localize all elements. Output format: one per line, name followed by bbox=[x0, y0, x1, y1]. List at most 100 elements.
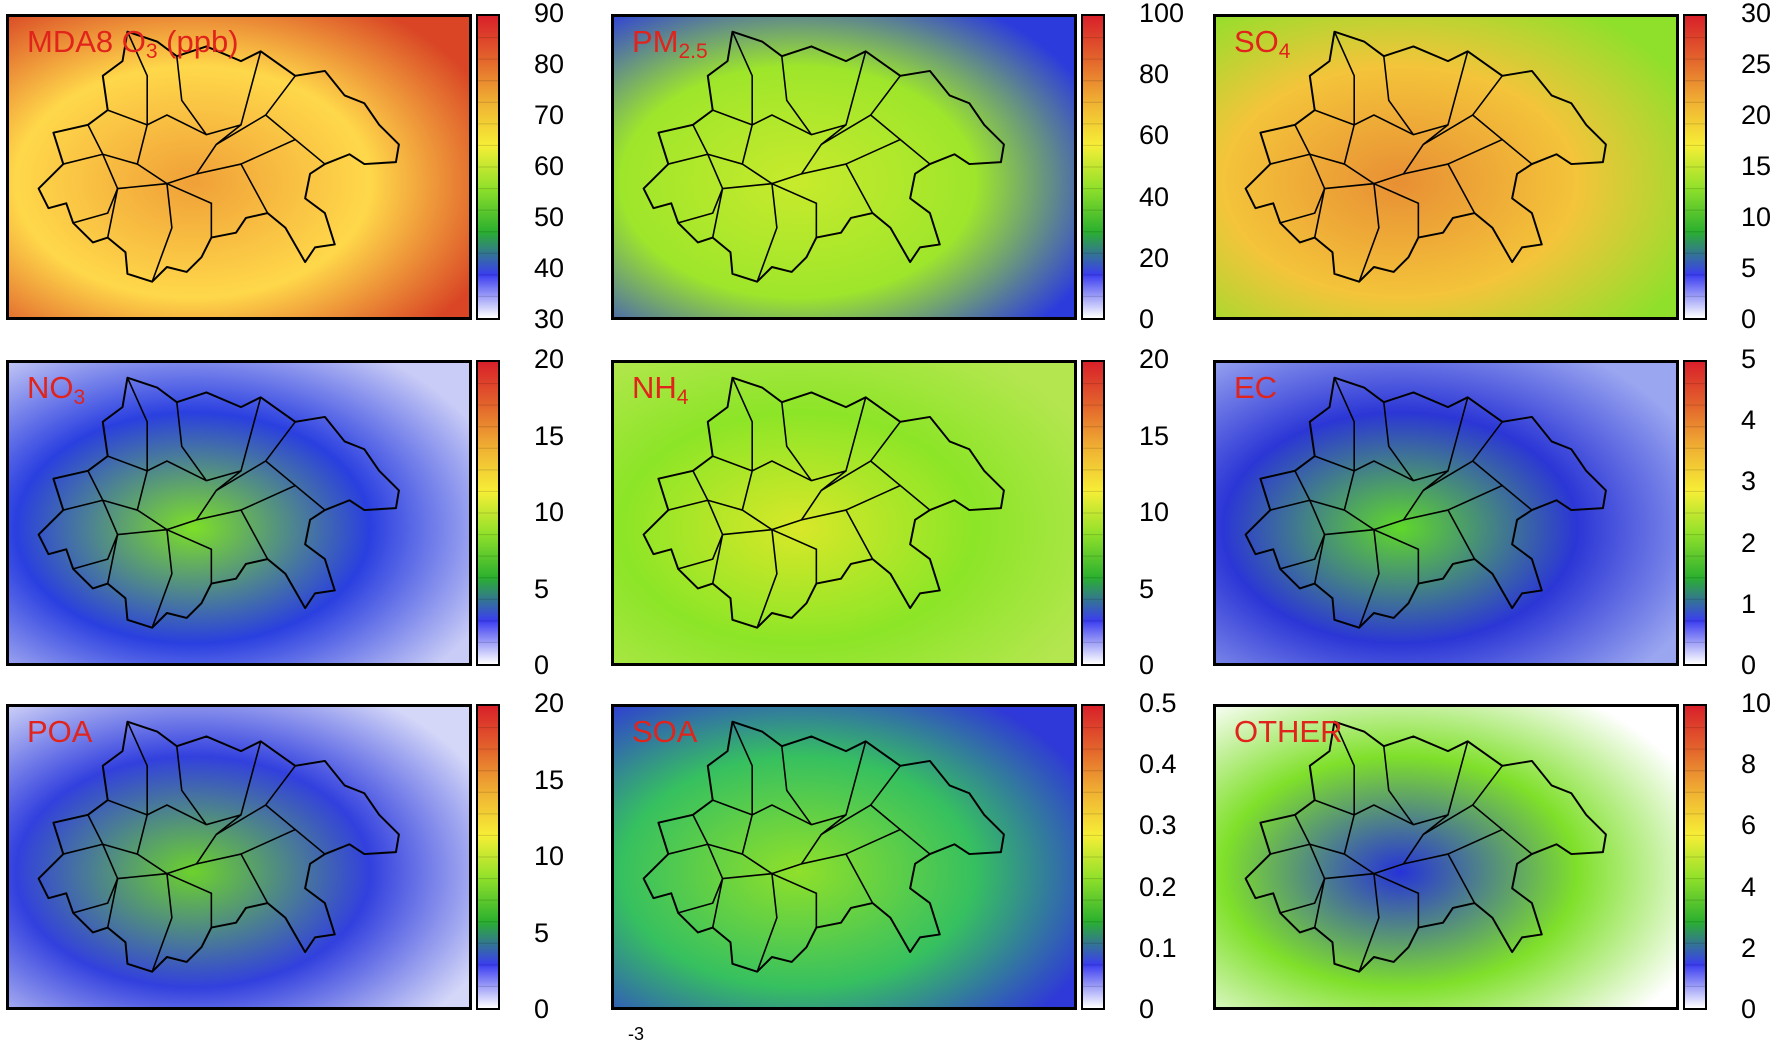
colorbar-tick-label: 80 bbox=[534, 49, 565, 79]
colorbar-tick-label: 15 bbox=[534, 420, 565, 451]
colorbar-tick-label: 20 bbox=[1139, 344, 1170, 374]
colorbar-gradient bbox=[1083, 706, 1103, 1008]
district-boundary bbox=[781, 56, 813, 136]
colorbar-gradient bbox=[1685, 706, 1705, 1008]
colorbar-tick-label: 70 bbox=[534, 100, 565, 130]
colorbar-tick-label: 2 bbox=[1741, 932, 1757, 963]
district-boundary bbox=[1447, 138, 1533, 165]
colorbar-gradient bbox=[478, 362, 498, 664]
district-boundary bbox=[771, 182, 818, 238]
district-boundary bbox=[1472, 804, 1503, 831]
colorbar-svg bbox=[478, 362, 498, 664]
map-panel-soa: SOA bbox=[611, 704, 1077, 1010]
district-boundary bbox=[1270, 499, 1326, 584]
colorbar-soa bbox=[1081, 704, 1105, 1010]
district-boundary bbox=[72, 534, 119, 570]
colorbar-tick-label: 4 bbox=[1741, 871, 1757, 902]
concentration-field bbox=[1216, 363, 1676, 663]
colorbar-tick-label: 10 bbox=[534, 841, 565, 871]
district-boundary bbox=[1472, 460, 1503, 487]
colorbar-tick-label: 0 bbox=[534, 650, 550, 680]
colorbar-tick-label: 30 bbox=[534, 304, 565, 334]
colorbar-tick-label: 90 bbox=[534, 0, 565, 28]
district-boundary bbox=[176, 746, 208, 826]
district-boundary bbox=[166, 528, 213, 584]
colorbar-tick-label: 5 bbox=[534, 573, 550, 604]
colorbar-tick-label: 20 bbox=[1139, 242, 1170, 273]
concentration-field bbox=[614, 707, 1074, 1007]
colorbar-tick-label: 20 bbox=[534, 688, 565, 718]
map-poa bbox=[9, 707, 469, 1007]
colorbar-tick-label: 5 bbox=[534, 917, 550, 948]
district-boundary bbox=[722, 182, 778, 282]
district-boundary bbox=[845, 484, 931, 511]
colorbar-tick-label: 0 bbox=[1741, 650, 1757, 680]
district-boundary bbox=[1383, 746, 1415, 826]
map-panel-other: OTHER bbox=[1213, 704, 1679, 1010]
district-boundary bbox=[63, 499, 119, 584]
panel-label-no3: NO3 bbox=[27, 369, 85, 410]
district-boundary bbox=[820, 765, 901, 836]
map-nh4 bbox=[614, 363, 1074, 663]
district-boundary bbox=[781, 402, 813, 482]
panel-label-pm25: PM2.5 bbox=[632, 23, 708, 64]
district-boundary bbox=[1270, 153, 1326, 238]
colorbar-tick-label: 25 bbox=[1741, 49, 1772, 79]
colorbar-tick-label: 20 bbox=[1741, 100, 1772, 130]
district-boundary bbox=[1333, 31, 1355, 125]
colorbar-ec bbox=[1683, 360, 1707, 666]
region-outline bbox=[1244, 376, 1607, 629]
label-subscript: 3 bbox=[73, 386, 86, 409]
district-boundary bbox=[870, 114, 901, 141]
colorbar-tick-label: 30 bbox=[1741, 0, 1772, 28]
map-panel-no3: NO3 bbox=[6, 360, 472, 666]
colorbar-tick-label: 8 bbox=[1741, 749, 1757, 780]
district-boundary bbox=[771, 872, 818, 928]
colorbar-tick-label: 0 bbox=[1139, 304, 1155, 334]
district-boundary bbox=[1422, 421, 1503, 492]
district-boundary bbox=[1314, 397, 1469, 482]
panel-label-o3: MDA8 O3 (ppb) bbox=[27, 23, 239, 64]
district-boundary bbox=[117, 872, 173, 972]
panel-label-so4: SO4 bbox=[1234, 23, 1290, 64]
district-boundary bbox=[1403, 509, 1476, 560]
concentration-field bbox=[9, 17, 469, 317]
colorbar-svg bbox=[1083, 362, 1103, 664]
colorbar-svg bbox=[1083, 706, 1103, 1008]
colorbar-svg bbox=[1685, 16, 1705, 318]
footnote-superscript: -3 bbox=[628, 1024, 645, 1044]
district-boundary bbox=[240, 138, 326, 165]
map-o3 bbox=[9, 17, 469, 317]
label-text: SOA bbox=[632, 714, 698, 749]
region-outline bbox=[1244, 30, 1607, 283]
district-boundary bbox=[126, 31, 148, 125]
map-soa bbox=[614, 707, 1074, 1007]
colorbar-tick-label: 100 bbox=[1139, 0, 1185, 28]
colorbar-tick-label: 0.5 bbox=[1139, 688, 1177, 718]
colorbar-gradient bbox=[1083, 16, 1103, 318]
district-boundary bbox=[845, 138, 931, 165]
colorbar-tick-label: 10 bbox=[534, 497, 565, 527]
colorbar-o3 bbox=[476, 14, 500, 320]
colorbar-svg bbox=[478, 706, 498, 1008]
map-panel-nh4: NH4 bbox=[611, 360, 1077, 666]
colorbar-tick-label: 0 bbox=[534, 994, 550, 1024]
map-no3 bbox=[9, 363, 469, 663]
map-panel-pm25: PM2.5 bbox=[611, 14, 1077, 320]
district-boundary bbox=[801, 509, 874, 560]
district-boundary bbox=[63, 153, 119, 238]
colorbar-tick-label: 60 bbox=[1139, 120, 1170, 151]
colorbar-svg bbox=[1685, 706, 1705, 1008]
district-boundary bbox=[722, 528, 778, 628]
district-boundary bbox=[176, 56, 208, 136]
district-boundary bbox=[1324, 872, 1380, 972]
district-boundary bbox=[668, 843, 724, 928]
label-text: PM bbox=[632, 24, 679, 59]
colorbar-tick-label: 0.1 bbox=[1139, 932, 1177, 963]
district-boundary bbox=[1447, 484, 1533, 511]
colorbar-tick-label: 0.2 bbox=[1139, 871, 1177, 902]
district-boundary bbox=[1422, 75, 1503, 146]
colorbar-tick-label: 0 bbox=[1741, 994, 1757, 1024]
district-boundary bbox=[1279, 878, 1326, 914]
region-outline bbox=[37, 376, 400, 629]
